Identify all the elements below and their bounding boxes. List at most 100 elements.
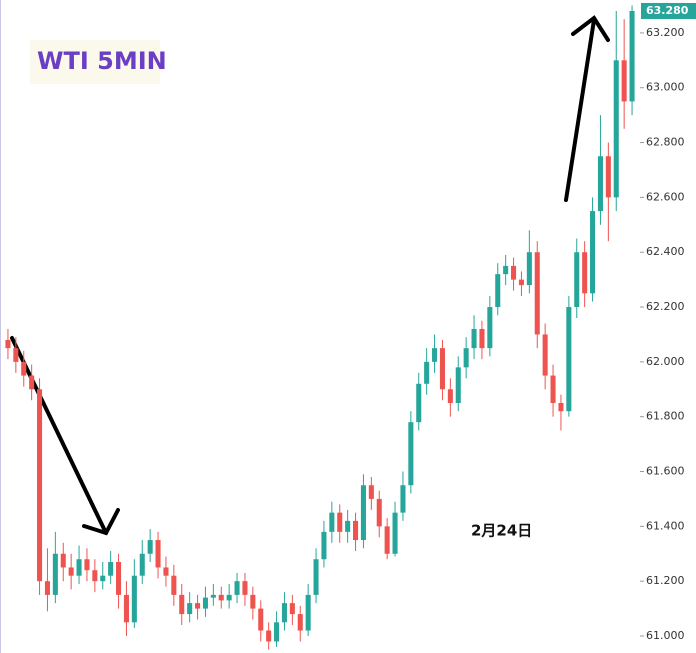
candle-body [613,60,619,198]
candle-body [258,608,264,631]
candle-body [131,575,137,623]
candle-body [187,603,193,615]
candle-body [147,540,153,554]
candle-body [44,581,50,595]
candle-body [408,422,414,486]
candle-body [163,567,169,576]
candle-body [574,252,580,308]
y-tick-label: 61.800 [646,410,685,423]
candle-body [558,402,564,412]
candle-body [495,274,501,308]
candle-body [566,307,572,412]
candle-body [123,594,129,623]
candle-body [297,614,303,631]
candle-body [455,367,461,403]
down-arrow-head [82,508,120,536]
y-tick-label: 62.000 [646,355,685,368]
candle-body [503,265,509,275]
candle-body [400,485,406,513]
candle-body [321,531,327,560]
candle-body [345,520,351,532]
candle-body [439,348,445,390]
candle-body [534,252,540,335]
y-tick-label: 61.200 [646,574,685,587]
candle-body [92,570,98,582]
candle-body [337,512,343,532]
candle-body [463,348,469,368]
candle-body [582,252,588,294]
candle-body [447,389,453,403]
candle-body [37,389,43,582]
chart-title: WTI 5MIN [37,47,167,75]
candle-body [281,603,287,623]
candle-body [179,594,185,615]
y-tick-label: 62.400 [646,245,685,258]
candle-body [329,512,335,532]
candle-body [242,581,248,595]
candle-body [116,561,122,595]
candle-body [432,348,438,362]
candle-body [487,307,493,349]
candle-body [368,485,374,499]
candle-body [621,60,627,102]
candle-body [52,553,58,595]
candle-body [511,265,517,280]
candle-body [266,630,272,642]
y-tick-label: 63.200 [646,26,685,39]
plot: 61.000 61.200 61.400 61.600 61.800 62.000 62.2… [5,2,696,650]
candle-body [353,520,359,541]
candle-body [29,375,35,390]
candle-body [392,512,398,554]
candle-body [202,597,208,609]
candle-body [68,567,74,576]
up-arrow-shaft [564,18,596,202]
date-annotation: 2月24日 [471,522,532,540]
candle-body [597,156,603,212]
candle-body [471,328,477,349]
candle-body [76,559,82,576]
last-price-badge [641,2,696,19]
y-tick-label: 61.600 [646,465,685,478]
candle-body [424,361,430,384]
candle-body [210,594,216,598]
up-arrow-head [571,15,610,42]
candle-body [21,361,27,376]
candle-body [226,594,232,601]
down-arrow-shaft [10,336,108,535]
y-tick-label: 63.000 [646,81,685,94]
candle-body [274,622,280,642]
candle-body [479,328,485,349]
last-price-label: 63.280 [646,4,689,17]
candle-body [526,252,532,286]
candle-body [250,594,256,609]
candle-body [139,553,145,576]
candle-body [305,594,311,631]
candle-body [360,485,366,541]
candle-body [629,10,635,102]
candle-body [218,594,224,601]
candle-body [84,559,90,571]
candle-body [234,581,240,595]
title-background [30,40,160,84]
candle-body [100,575,106,582]
candle-body [542,334,548,376]
candle-body [13,348,19,362]
y-tick-label: 62.200 [646,300,685,313]
candle-body [550,375,556,403]
candle-body [416,383,422,423]
candle-body [590,211,596,294]
y-tick-label: 61.400 [646,519,685,532]
candle-body [171,575,177,595]
candle-body [376,498,382,527]
candle-body [155,540,161,568]
candle-body [195,603,201,609]
candle-body [108,561,114,576]
candle-body [384,526,390,554]
candle-body [518,279,524,286]
candle-body [605,156,611,198]
candle-body [5,339,11,349]
y-tick-label: 62.600 [646,190,685,203]
y-tick-label: 61.000 [646,629,685,642]
arrows [10,15,610,536]
